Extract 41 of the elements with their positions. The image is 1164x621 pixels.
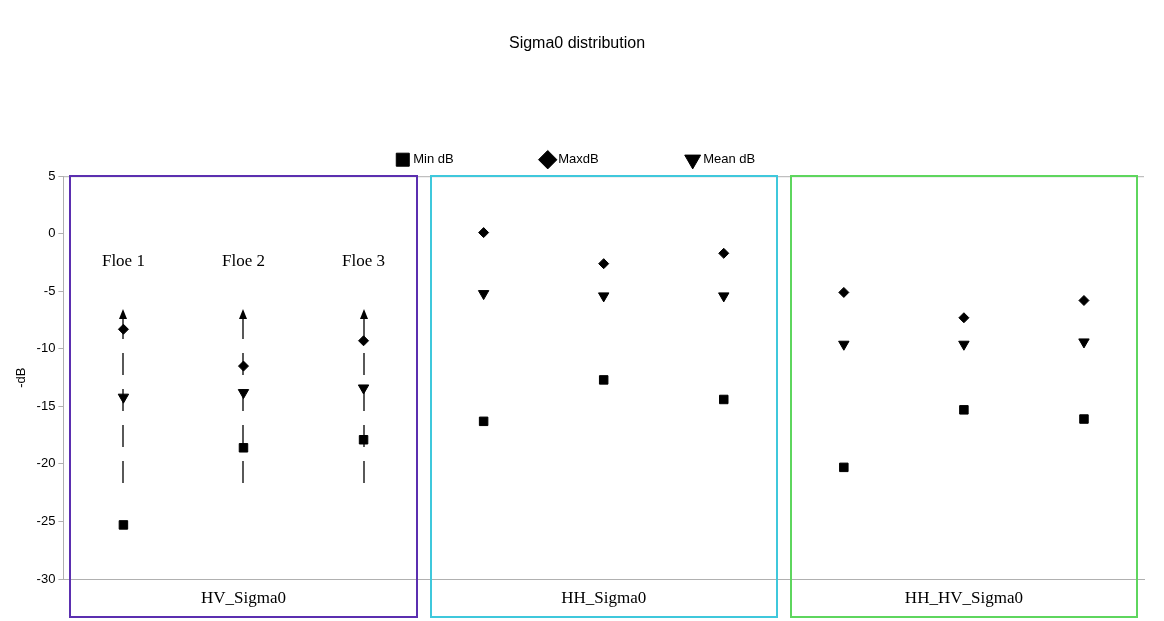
point <box>839 462 849 473</box>
point <box>838 286 850 298</box>
point <box>1079 414 1089 424</box>
y-tick-label: 0 <box>48 225 56 241</box>
legend-label: Mean dB <box>703 151 756 167</box>
point <box>958 312 970 324</box>
point <box>238 443 249 453</box>
text: HH_Sigma0 <box>561 588 647 608</box>
point <box>718 247 730 259</box>
point <box>1078 294 1090 306</box>
y-tick-label: -10 <box>36 340 56 356</box>
point <box>598 375 609 385</box>
text: HV_Sigma0 <box>200 588 286 608</box>
point <box>718 292 730 303</box>
y-tick-label: -5 <box>43 282 56 298</box>
y-tick-label: -15 <box>36 397 56 413</box>
annotation: Floe 1 <box>101 251 145 271</box>
point <box>478 416 489 427</box>
y-tick-label: -20 <box>36 455 56 471</box>
point <box>598 292 610 303</box>
y-axis-title: -dB <box>13 367 29 388</box>
annotation: Floe 2 <box>222 251 265 271</box>
y-tick-label: -25 <box>36 513 56 529</box>
legend-label: Min dB <box>413 151 454 167</box>
point <box>118 520 129 530</box>
point <box>478 227 490 239</box>
chart-title: Sigma0 distribution <box>508 34 646 52</box>
point <box>958 340 970 351</box>
point <box>959 405 969 415</box>
point <box>838 340 850 351</box>
text: HH_HV_Sigma0 <box>904 588 1023 608</box>
point <box>719 394 729 405</box>
point <box>1078 338 1090 349</box>
y-tick-label: 5 <box>48 167 56 183</box>
point <box>358 335 370 347</box>
point <box>477 290 490 301</box>
legend-label: MaxdB <box>558 151 599 167</box>
point <box>598 258 610 270</box>
y-tick-label: -30 <box>36 570 56 586</box>
point <box>357 384 370 395</box>
annotation: Floe 3 <box>342 251 386 271</box>
